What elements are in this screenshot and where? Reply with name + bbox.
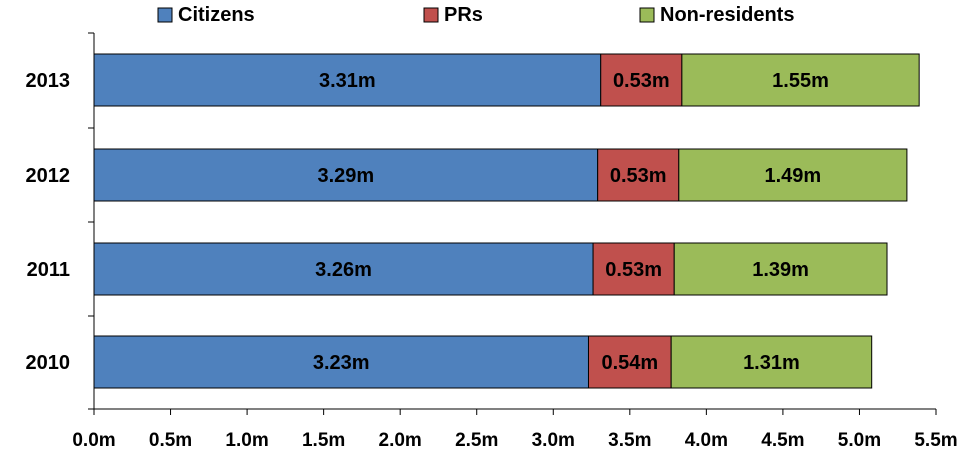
legend: Citizens PRs Non-residents <box>157 4 794 26</box>
bar-label-2012-0: 3.29m <box>317 165 374 187</box>
bar-2011-2 <box>673 242 888 296</box>
x-tick-label-2: 1.0m <box>225 430 268 451</box>
bar-label-2013-0: 3.31m <box>319 70 376 92</box>
x-tick-label-9: 4.5m <box>761 430 804 451</box>
category-label-2011: 2011 <box>27 259 70 281</box>
x-tick-label-5: 2.5m <box>455 430 498 451</box>
bar-2012-0 <box>93 148 599 202</box>
x-tick-label-8: 4.0m <box>685 430 728 451</box>
category-label-2010: 2010 <box>26 352 71 374</box>
axes-group: 2013 2012 2011 2010 0.0m 0.5m 1.0m 1.5m 2.0m 2.5m… <box>26 32 958 451</box>
bar-2010-2 <box>670 335 873 389</box>
bar-label-2010-1: 0.54m <box>601 352 658 374</box>
legend-label-1: PRs <box>444 4 483 26</box>
bar-2012-1 <box>597 148 680 202</box>
bar-2010-0 <box>93 335 589 389</box>
bar-label-2013-2: 1.55m <box>772 70 829 92</box>
x-tick-label-7: 3.5m <box>608 430 651 451</box>
category-label-2012: 2012 <box>26 165 71 187</box>
x-tick-label-1: 0.5m <box>149 430 192 451</box>
bar-2011-0 <box>93 242 594 296</box>
legend-swatch-2 <box>639 7 655 23</box>
bar-label-2012-2: 1.49m <box>765 165 822 187</box>
bar-label-2011-1: 0.53m <box>605 259 662 281</box>
legend-swatch-0 <box>157 7 173 23</box>
bar-label-2011-2: 1.39m <box>752 259 809 281</box>
bar-2011-1 <box>592 242 675 296</box>
bars-group: 3.31m 0.53m 1.55m 3.29m 0.53m 1.49m 3.26m 0.53m… <box>93 53 920 389</box>
bar-2012-2 <box>678 148 908 202</box>
x-tick-label-0: 0.0m <box>72 430 115 451</box>
bar-label-2012-1: 0.53m <box>610 165 667 187</box>
x-tick-label-10: 5.0m <box>838 430 881 451</box>
bar-label-2013-1: 0.53m <box>613 70 670 92</box>
bar-2013-1 <box>600 53 683 107</box>
x-tick-label-3: 1.5m <box>302 430 345 451</box>
bar-2013-0 <box>93 53 602 107</box>
legend-label-2: Non-residents <box>660 4 794 26</box>
legend-swatch-1 <box>423 7 439 23</box>
bar-2013-2 <box>681 53 920 107</box>
x-tick-label-11: 5.5m <box>914 430 957 451</box>
legend-label-0: Citizens <box>178 4 255 26</box>
x-tick-label-6: 3.0m <box>532 430 575 451</box>
x-tick-label-4: 2.0m <box>379 430 422 451</box>
bar-label-2010-2: 1.31m <box>743 352 800 374</box>
category-label-2013: 2013 <box>26 70 71 92</box>
bar-label-2011-0: 3.26m <box>315 259 372 281</box>
bar-label-2010-0: 3.23m <box>313 352 370 374</box>
